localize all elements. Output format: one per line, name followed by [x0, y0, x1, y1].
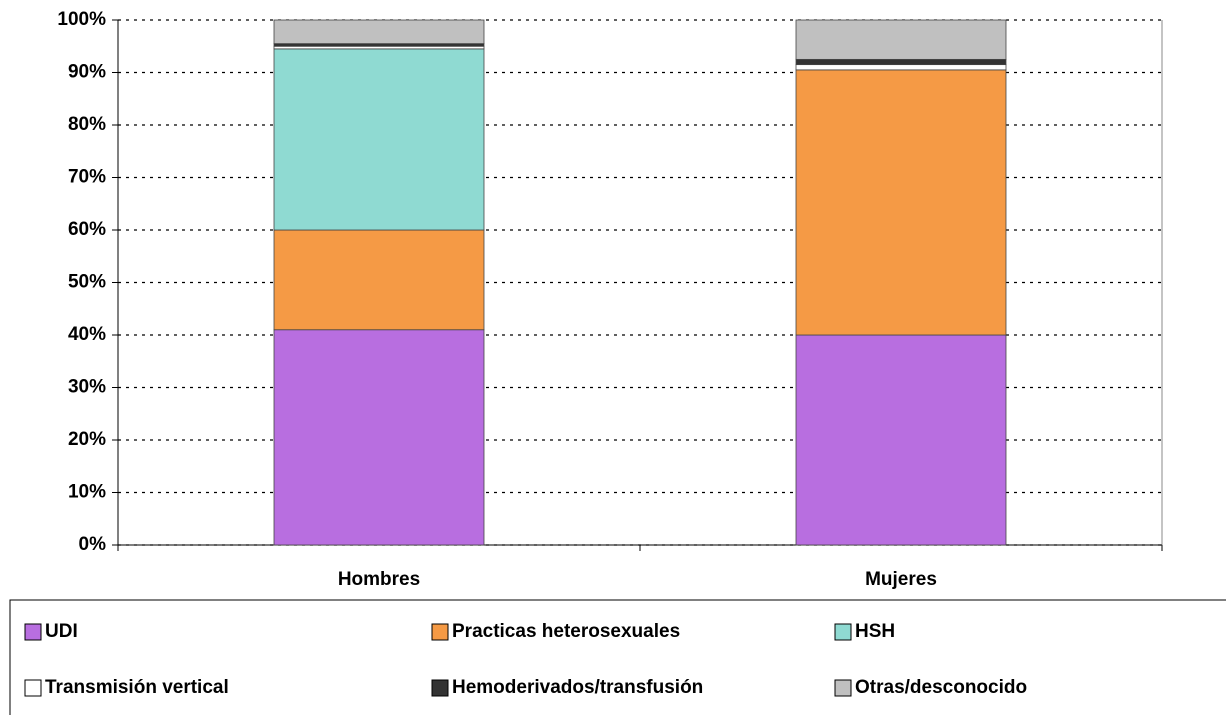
x-tick-label: Hombres — [338, 569, 420, 590]
x-tick-label: Mujeres — [865, 569, 937, 590]
legend-label: UDI — [45, 621, 78, 642]
y-tick-label: 0% — [79, 534, 107, 555]
y-tick-label: 60% — [68, 219, 106, 240]
legend-swatch — [431, 623, 449, 641]
legend-label: Practicas heterosexuales — [452, 621, 680, 642]
y-tick-label: 100% — [57, 9, 106, 30]
legend-swatch — [834, 623, 852, 641]
legend-label: Hemoderivados/transfusión — [452, 677, 703, 698]
legend-label: Transmisión vertical — [45, 677, 229, 698]
bar-segment — [273, 329, 485, 546]
y-tick-label: 80% — [68, 114, 106, 135]
legend-swatch — [24, 679, 42, 697]
y-tick-label: 20% — [68, 429, 106, 450]
bar-segment — [273, 19, 485, 45]
bar-segment — [273, 48, 485, 231]
y-tick-label: 50% — [68, 272, 106, 293]
bar-segment — [795, 64, 1007, 71]
legend-swatch — [431, 679, 449, 697]
y-tick-label: 30% — [68, 377, 106, 398]
y-tick-label: 70% — [68, 167, 106, 188]
bar-segment — [795, 58, 1007, 66]
legend-label: Otras/desconocido — [855, 677, 1027, 698]
bar-segment — [795, 69, 1007, 336]
bar-segment — [795, 334, 1007, 546]
bar-segment — [795, 19, 1007, 60]
legend-swatch — [834, 679, 852, 697]
legend-label: HSH — [855, 621, 895, 642]
legend-swatch — [24, 623, 42, 641]
legend-box — [9, 599, 1226, 715]
y-tick-label: 10% — [68, 482, 106, 503]
bar-segment — [273, 229, 485, 331]
y-tick-label: 40% — [68, 324, 106, 345]
y-tick-label: 90% — [68, 62, 106, 83]
